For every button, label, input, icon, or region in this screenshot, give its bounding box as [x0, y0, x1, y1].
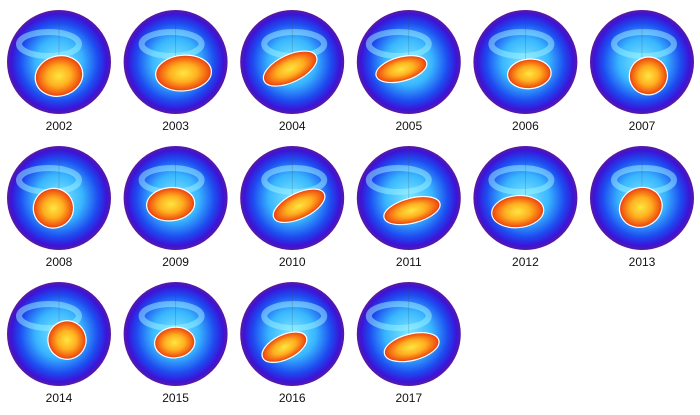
ozone-hole	[155, 54, 212, 92]
ozone-hole	[47, 320, 87, 360]
year-label: 2007	[629, 119, 656, 133]
ozone-hole	[146, 186, 196, 222]
ozone-hole	[383, 195, 441, 226]
year-label: 2016	[279, 391, 306, 405]
year-label: 2014	[46, 391, 73, 405]
ozone-hole	[618, 186, 663, 228]
year-label: 2012	[512, 255, 539, 269]
ozone-hole	[34, 55, 84, 97]
map-panel: 2003	[123, 10, 228, 133]
swirl	[611, 29, 677, 59]
map-panel: 2011	[356, 146, 461, 269]
swirl	[488, 165, 555, 195]
ozone-hole	[32, 187, 75, 229]
year-label: 2010	[279, 255, 306, 269]
swirl	[16, 29, 82, 59]
ozone-hole	[262, 50, 318, 87]
ozone-hole	[261, 331, 308, 363]
swirl	[16, 301, 82, 331]
map-panel: 2008	[7, 146, 111, 269]
ozone-hole	[272, 188, 326, 224]
ozone-hole	[375, 55, 428, 84]
swirl	[365, 165, 432, 195]
year-label: 2006	[512, 119, 539, 133]
ozone-hole	[383, 332, 440, 363]
swirl	[261, 301, 328, 331]
year-label: 2008	[46, 255, 73, 269]
swirl	[138, 29, 205, 59]
swirl	[365, 29, 432, 59]
year-label: 2009	[162, 255, 189, 269]
year-label: 2003	[162, 119, 189, 133]
map-panel: 2016	[240, 282, 345, 405]
swirl	[488, 29, 555, 59]
year-label: 2013	[629, 255, 656, 269]
map-panel: 2010	[240, 146, 345, 269]
year-label: 2004	[279, 119, 306, 133]
map-panel: 2002	[7, 10, 111, 133]
map-panel: 2012	[473, 146, 578, 269]
year-label: 2011	[396, 255, 422, 269]
ozone-hole	[491, 194, 545, 229]
map-panel: 2004	[240, 10, 345, 133]
map-panel: 2017	[356, 282, 461, 405]
map-panel: 2014	[7, 282, 111, 405]
map-panel: 2006	[473, 10, 578, 133]
year-label: 2015	[162, 391, 189, 405]
map-panel: 2013	[590, 146, 694, 269]
map-panel: 2005	[356, 10, 461, 133]
map-panel: 2009	[123, 146, 228, 269]
map-panel: 2007	[590, 10, 694, 133]
swirl	[261, 165, 328, 195]
year-label: 2005	[395, 119, 422, 133]
map-panel: 2015	[123, 282, 228, 405]
ozone-hole	[153, 326, 196, 359]
ozone-hole	[628, 56, 669, 96]
ozone-hole	[507, 58, 552, 90]
year-label: 2002	[46, 119, 73, 133]
year-label: 2017	[395, 391, 422, 405]
swirl	[365, 301, 432, 331]
